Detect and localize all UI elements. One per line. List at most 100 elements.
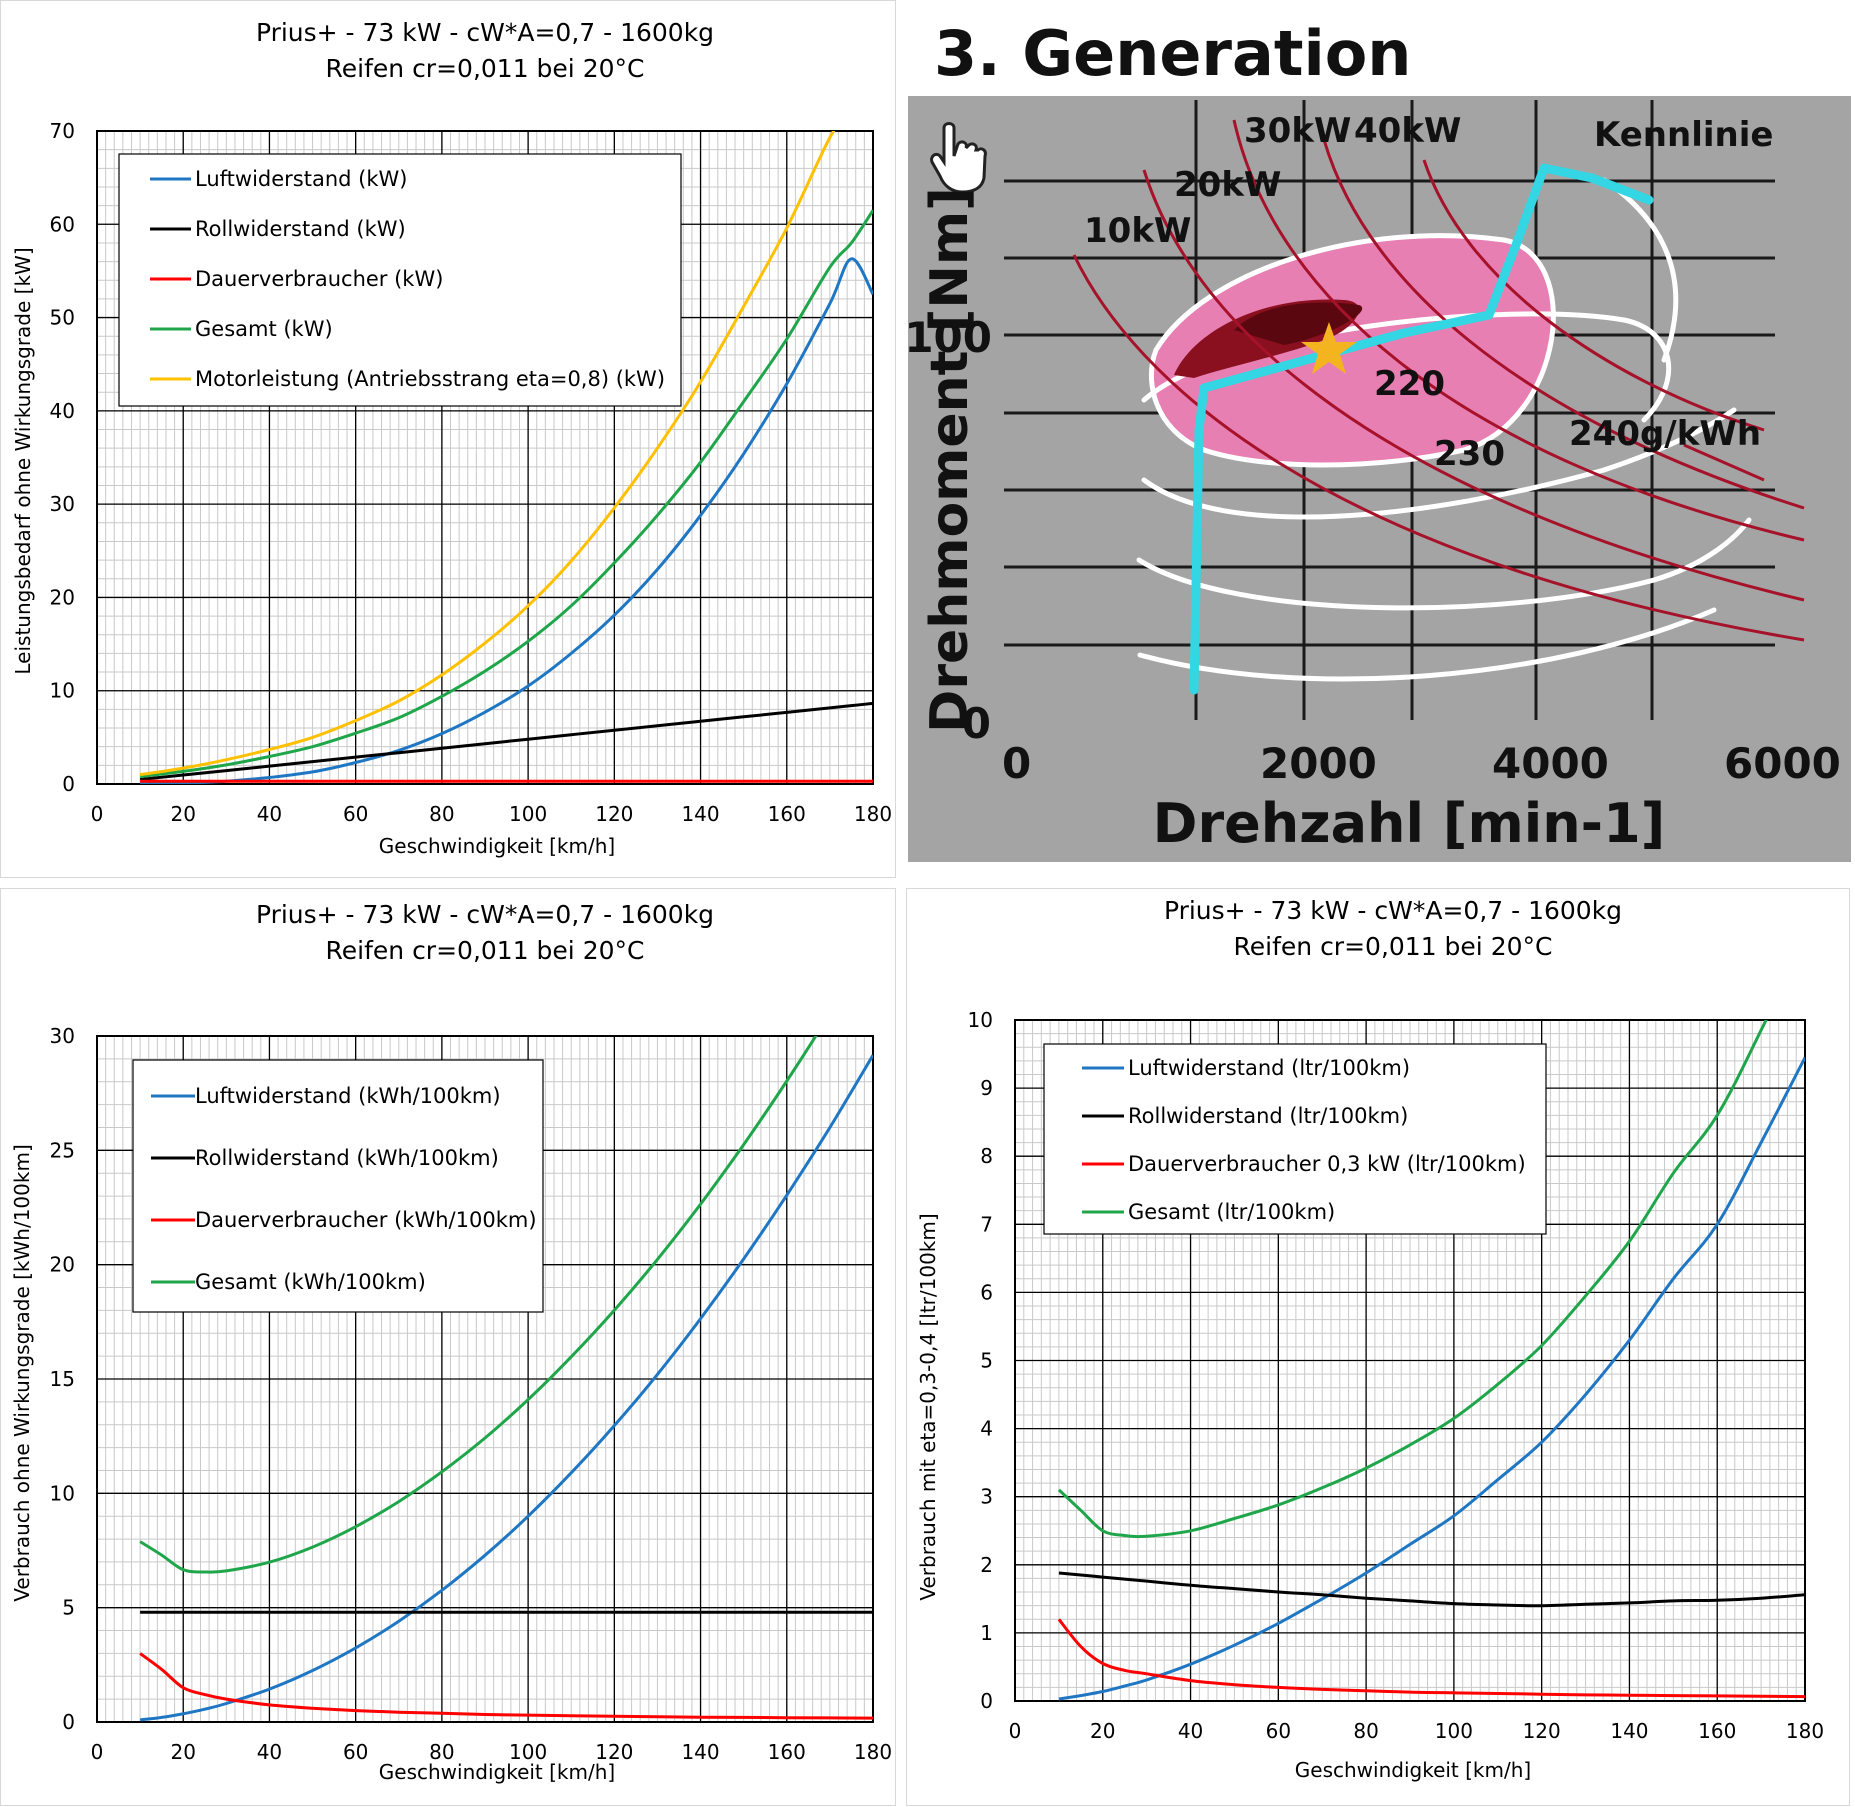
y-tick-0: 0 (962, 699, 991, 748)
legend-label: Luftwiderstand (kW) (195, 167, 407, 191)
x-tick-label: 60 (1266, 1719, 1291, 1743)
y-axis-label: Leistungsbedarf ohne Wirkungsgrade [kW] (11, 247, 35, 674)
y-axis-label: Verbrauch ohne Wirkungsgrade [kWh/100km] (10, 1144, 34, 1601)
kennlinie-line (1189, 163, 1654, 695)
y-tick-label: 10 (50, 1481, 75, 1505)
series-line-0 (140, 257, 873, 784)
chart-subtitle: Reifen cr=0,011 bei 20°C (326, 54, 645, 83)
series-line-0 (139, 1054, 873, 1722)
series-line-3 (139, 209, 873, 778)
x-axis-label: Geschwindigkeit [km/h] (379, 834, 615, 858)
x-tick-6000: 6000 (1724, 739, 1841, 788)
chart-title: Prius+ - 73 kW - cW*A=0,7 - 1600kg (256, 18, 714, 47)
series-line-3 (139, 1036, 818, 1574)
x-tick-4000: 4000 (1492, 739, 1609, 788)
x-tick-label: 160 (1698, 1719, 1736, 1743)
y-tick-label: 7 (980, 1212, 993, 1236)
y-tick-label: 0 (980, 1689, 993, 1713)
label-230: 230 (1434, 434, 1505, 474)
y-tick-label: 40 (50, 399, 75, 423)
chart-fuel-svg: Prius+ - 73 kW - cW*A=0,7 - 1600kg Reife… (916, 896, 1824, 1782)
y-tick-label: 4 (980, 1417, 993, 1441)
label-kennlinie: Kennlinie (1594, 115, 1773, 155)
map-background (908, 96, 1851, 862)
x-tick-0: 0 (1002, 739, 1031, 788)
chart-power: Prius+ - 73 kW - cW*A=0,7 - 1600kg Reife… (0, 0, 896, 878)
star-icon (1301, 322, 1357, 374)
chart-title: Prius+ - 73 kW - cW*A=0,7 - 1600kg (256, 900, 714, 929)
x-tick-label: 140 (681, 1740, 719, 1764)
y-tick-label: 10 (50, 679, 75, 703)
x-tick-label: 20 (170, 802, 195, 826)
x-tick-label: 20 (1090, 1719, 1115, 1743)
y-tick-label: 6 (980, 1280, 993, 1304)
x-tick-label: 60 (343, 1740, 368, 1764)
legend-box (118, 153, 682, 407)
x-tick-label: 120 (1523, 1719, 1561, 1743)
x-tick-label: 100 (1435, 1719, 1473, 1743)
plot-area (96, 1035, 874, 1723)
y-tick-label: 8 (980, 1144, 993, 1168)
series-line-1 (1058, 1571, 1805, 1608)
chart-title: Prius+ - 73 kW - cW*A=0,7 - 1600kg (1164, 896, 1622, 925)
y-tick-label: 60 (50, 212, 75, 236)
legend-label: Rollwiderstand (ltr/100km) (1128, 1104, 1408, 1128)
plot-area (1014, 1019, 1806, 1702)
x-axis-label: Geschwindigkeit [km/h] (1295, 1758, 1531, 1782)
y-tick-label: 25 (50, 1138, 75, 1162)
legend-label: Gesamt (kWh/100km) (195, 1270, 426, 1294)
y-tick-label: 70 (50, 119, 75, 143)
y-tick-label: 2 (980, 1553, 993, 1577)
legend-label: Luftwiderstand (ltr/100km) (1128, 1056, 1410, 1080)
legend-label: Luftwiderstand (kWh/100km) (195, 1084, 501, 1108)
chart-energy: Prius+ - 73 kW - cW*A=0,7 - 1600kg Reife… (0, 888, 896, 1806)
legend-label: Gesamt (kW) (195, 317, 333, 341)
legend-label: Dauerverbraucher (kWh/100km) (195, 1208, 537, 1232)
engine-map: 3. Generation (904, 0, 1855, 878)
label-20kw: 20kW (1174, 165, 1281, 205)
chart-power-svg: Prius+ - 73 kW - cW*A=0,7 - 1600kg Reife… (11, 18, 892, 858)
x-tick-label: 0 (91, 802, 104, 826)
y-tick-label: 0 (62, 772, 75, 796)
x-tick-label: 0 (1009, 1719, 1022, 1743)
hand-pointer-icon (930, 122, 987, 194)
x-tick-label: 180 (854, 802, 892, 826)
y-tick-label: 10 (968, 1008, 993, 1032)
x-tick-label: 0 (91, 1740, 104, 1764)
chart-subtitle: Reifen cr=0,011 bei 20°C (1234, 932, 1553, 961)
series-line-2 (1057, 1618, 1805, 1699)
label-40kw: 40kW (1354, 111, 1461, 151)
y-tick-label: 1 (980, 1621, 993, 1645)
x-tick-label: 40 (1178, 1719, 1203, 1743)
x-tick-label: 160 (768, 802, 806, 826)
chart-subtitle: Reifen cr=0,011 bei 20°C (326, 936, 645, 965)
series-line-1 (139, 701, 873, 781)
legend-box (1043, 1043, 1547, 1235)
y-tick-label: 5 (980, 1349, 993, 1373)
y-tick-label: 3 (980, 1485, 993, 1509)
series-line-2 (139, 1652, 873, 1720)
y-axis-label: Verbrauch mit eta=0,3-0,4 [ltr/100km] (916, 1213, 940, 1600)
y-tick-label: 30 (50, 1024, 75, 1048)
x-tick-label: 120 (595, 802, 633, 826)
x-tick-label: 140 (681, 802, 719, 826)
legend-label: Rollwiderstand (kWh/100km) (195, 1146, 499, 1170)
legend-box (132, 1059, 544, 1313)
legend-label: Dauerverbraucher 0,3 kW (ltr/100km) (1128, 1152, 1526, 1176)
plot-area (96, 130, 874, 785)
x-tick-label: 40 (257, 802, 282, 826)
x-tick-label: 40 (257, 1740, 282, 1764)
y-tick-label: 0 (62, 1710, 75, 1734)
chart-energy-svg: Prius+ - 73 kW - cW*A=0,7 - 1600kg Reife… (10, 900, 892, 1784)
x-tick-label: 100 (509, 1740, 547, 1764)
x-tick-label: 20 (170, 1740, 195, 1764)
y-tick-label: 20 (50, 1253, 75, 1277)
y-tick-label: 20 (50, 585, 75, 609)
x-tick-label: 120 (595, 1740, 633, 1764)
x-tick-label: 80 (429, 802, 454, 826)
x-tick-label: 80 (1353, 1719, 1378, 1743)
y-tick-label: 30 (50, 492, 75, 516)
x-axis-label: Geschwindigkeit [km/h] (379, 1760, 615, 1784)
y-tick-label: 9 (980, 1076, 993, 1100)
x-tick-label: 80 (429, 1740, 454, 1764)
